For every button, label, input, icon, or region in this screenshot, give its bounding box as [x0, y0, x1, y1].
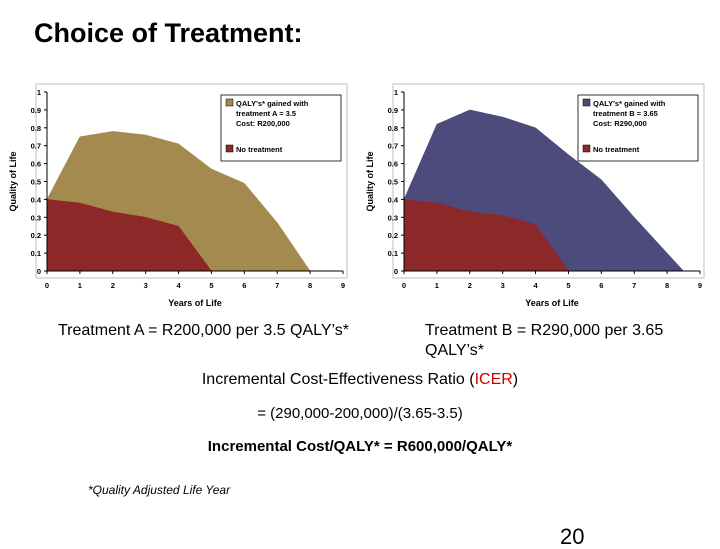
y-tick-label: 0.2 — [31, 231, 41, 240]
x-tick-label: 4 — [176, 281, 181, 290]
y-tick-label: 0.5 — [31, 178, 41, 187]
y-axis-label: Quality of Life — [8, 151, 18, 211]
icer-result: Incremental Cost/QALY* = R600,000/QALY* — [207, 438, 513, 455]
legend-swatch — [582, 98, 591, 107]
legend-swatch — [225, 98, 234, 107]
legend-label: treatment A = 3.5 — [236, 109, 296, 118]
x-tick-label: 6 — [599, 281, 603, 290]
legend-box — [220, 94, 342, 162]
y-tick-label: 0.5 — [388, 178, 398, 187]
y-axis-label: Quality of Life — [365, 151, 375, 211]
x-tick-label: 9 — [698, 281, 702, 290]
y-tick-label: 1 — [394, 88, 398, 97]
y-tick-label: 0.1 — [31, 249, 41, 258]
x-tick-label: 5 — [566, 281, 570, 290]
icer-definition: Incremental Cost-Effectiveness Ratio (IC… — [0, 371, 720, 389]
chart-treatment-a: 0 0.1 0.2 0.3 0.4 0.5 0.6 0.7 0.8 0.9 1 0 1 2 3 4 5 6 7 8 9 Y… — [8, 83, 348, 308]
legend-label: Cost: R290,000 — [593, 119, 647, 128]
plot-area-frame — [392, 83, 705, 279]
legend-swatch — [225, 144, 234, 153]
x-tick-label: 7 — [275, 281, 279, 290]
y-tick-label: 1 — [37, 88, 41, 97]
x-axis-label: Years of Life — [168, 298, 222, 308]
y-tick-label: 0.9 — [388, 106, 398, 115]
icer-formula: = (290,000-200,000)/(3.65-3.5) — [257, 405, 463, 422]
area-series-2 — [46, 199, 212, 272]
x-tick-label: 5 — [209, 281, 213, 290]
y-tick-label: 0.7 — [31, 142, 41, 151]
icer-abbreviation: ICER — [474, 371, 513, 388]
caption-treatment-b: Treatment B = R290,000 per 3.65 QALY’s* — [425, 322, 664, 359]
x-tick-label: 4 — [533, 281, 538, 290]
y-tick-label: 0 — [37, 267, 41, 276]
x-tick-label: 7 — [632, 281, 636, 290]
icer-prefix: Incremental Cost-Effectiveness Ratio ( — [201, 371, 475, 388]
legend-label: No treatment — [593, 145, 640, 154]
x-tick-label: 1 — [78, 281, 82, 290]
y-tick-label: 0.4 — [31, 195, 42, 204]
y-tick-label: 0.6 — [31, 160, 41, 169]
legend-label: No treatment — [236, 145, 283, 154]
x-tick-label: 8 — [665, 281, 669, 290]
x-tick-label: 0 — [402, 281, 406, 290]
legend-label: treatment B = 3.65 — [593, 109, 658, 118]
slide-title: Choice of Treatment: — [34, 18, 303, 48]
legend-box — [577, 94, 699, 162]
x-tick-label: 9 — [341, 281, 345, 290]
y-tick-label: 0.4 — [388, 195, 399, 204]
legend-swatch — [582, 144, 591, 153]
legend-label: QALY's* gained with — [593, 99, 666, 108]
x-tick-label: 0 — [45, 281, 49, 290]
y-tick-label: 0.1 — [388, 249, 398, 258]
x-tick-label: 8 — [308, 281, 312, 290]
y-tick-label: 0.8 — [31, 124, 41, 133]
y-tick-label: 0.3 — [31, 213, 41, 222]
x-tick-label: 3 — [501, 281, 505, 290]
x-tick-label: 3 — [144, 281, 148, 290]
y-tick-label: 0.6 — [388, 160, 398, 169]
page-number: 20 — [560, 524, 585, 549]
chart-treatment-b: 0 0.1 0.2 0.3 0.4 0.5 0.6 0.7 0.8 0.9 1 0 1 2 3 4 5 6 7 8 9 Y… — [365, 83, 705, 308]
y-tick-label: 0.9 — [31, 106, 41, 115]
y-tick-label: 0.7 — [388, 142, 398, 151]
legend-label: QALY's* gained with — [236, 99, 309, 108]
footnote: *Quality Adjusted Life Year — [88, 483, 231, 497]
x-tick-label: 1 — [435, 281, 439, 290]
x-tick-label: 6 — [242, 281, 246, 290]
legend-label: Cost: R200,000 — [236, 119, 290, 128]
area-series-2 — [403, 199, 569, 272]
x-axis-label: Years of Life — [525, 298, 579, 308]
plot-area-frame — [35, 83, 348, 279]
x-tick-label: 2 — [468, 281, 472, 290]
y-tick-label: 0.3 — [388, 213, 398, 222]
y-tick-label: 0 — [394, 267, 398, 276]
y-tick-label: 0.8 — [388, 124, 398, 133]
icer-suffix: ) — [512, 371, 519, 388]
x-tick-label: 2 — [111, 281, 115, 290]
caption-treatment-a: Treatment A = R200,000 per 3.5 QALY’s* — [58, 322, 349, 339]
y-tick-label: 0.2 — [388, 231, 398, 240]
